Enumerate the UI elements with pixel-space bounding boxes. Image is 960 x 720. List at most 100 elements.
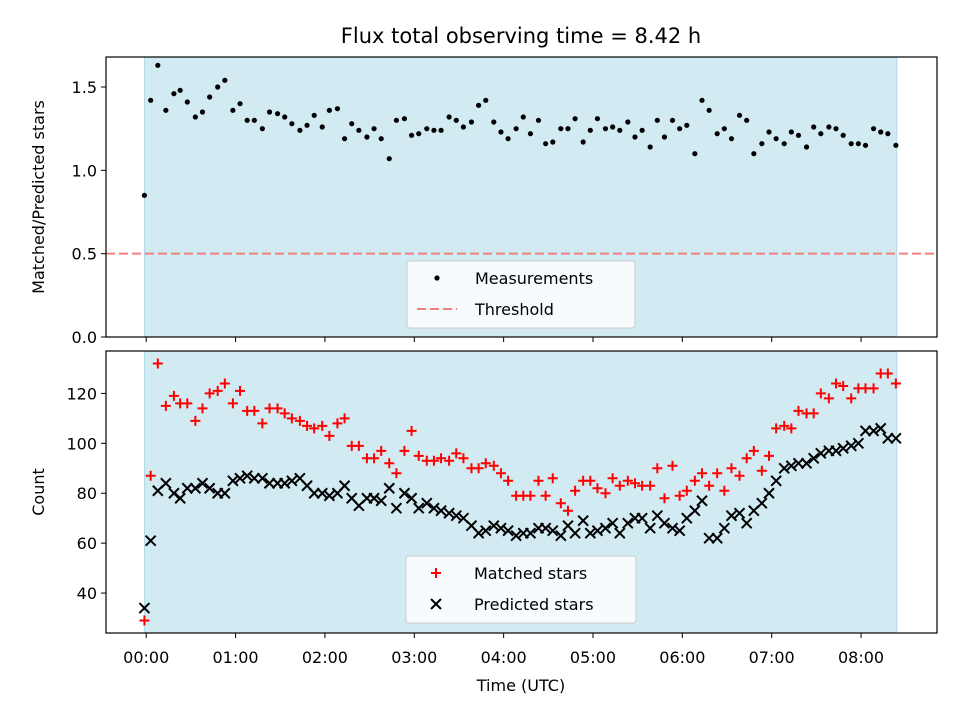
measurement-point xyxy=(759,141,765,147)
legend-label: Threshold xyxy=(474,300,554,319)
measurement-point xyxy=(326,107,332,113)
matched-point xyxy=(190,415,201,426)
matched-point xyxy=(868,383,879,394)
measurement-point xyxy=(677,126,683,132)
measurement-point xyxy=(893,142,899,148)
predicted-point xyxy=(591,524,604,537)
predicted-point xyxy=(785,460,798,472)
matched-point xyxy=(540,490,551,501)
measurement-point xyxy=(550,139,556,145)
measurement-point xyxy=(141,192,148,198)
predicted-point xyxy=(524,527,537,539)
measurement-point xyxy=(855,141,861,147)
predicted-point xyxy=(584,527,597,539)
measurement-point xyxy=(282,114,288,120)
matched-point xyxy=(696,468,707,479)
matched-point xyxy=(846,393,857,404)
measurement-point xyxy=(304,122,310,128)
matched-point xyxy=(406,425,417,436)
measurement-point xyxy=(699,97,705,103)
predicted-point xyxy=(398,487,411,499)
x-tick-label: 01:00 xyxy=(213,648,259,667)
matched-point xyxy=(444,455,455,466)
predicted-point xyxy=(219,487,231,499)
predicted-point xyxy=(488,519,500,532)
predicted-point xyxy=(569,527,581,539)
measurement-point xyxy=(543,141,549,147)
measurement-point xyxy=(266,109,273,115)
series-measurements xyxy=(141,62,899,198)
measurement-point xyxy=(795,132,802,138)
predicted-point xyxy=(375,495,387,507)
measurement-point xyxy=(177,87,183,93)
predicted-point xyxy=(830,445,842,457)
y-axis-label: Matched/Predicted stars xyxy=(29,100,48,294)
matched-point xyxy=(764,450,775,461)
measurement-point xyxy=(617,127,623,133)
measurement-point xyxy=(215,84,221,90)
axes-frame xyxy=(105,56,938,338)
matched-point xyxy=(600,488,611,499)
predicted-point xyxy=(450,510,462,522)
matched-point xyxy=(882,368,893,379)
measurement-point xyxy=(513,126,519,132)
measurement-point xyxy=(438,127,444,133)
matched-point xyxy=(168,390,179,401)
matched-point xyxy=(413,450,424,461)
matched-point xyxy=(555,498,566,509)
x-tick-label: 07:00 xyxy=(749,648,795,667)
predicted-point xyxy=(636,512,648,524)
x-tick-label: 00:00 xyxy=(123,648,169,667)
matched-point xyxy=(197,403,208,414)
predicted-point xyxy=(770,475,782,487)
measurement-point xyxy=(416,131,422,137)
predicted-point xyxy=(174,492,186,504)
measurement-point xyxy=(431,127,437,133)
measurement-point xyxy=(460,124,467,130)
predicted-point xyxy=(606,517,619,529)
matched-point xyxy=(704,480,715,491)
measurement-point xyxy=(669,117,676,123)
matched-point xyxy=(652,463,663,474)
predicted-point xyxy=(256,472,269,484)
measurement-point xyxy=(251,117,257,123)
legend-measurement-swatch xyxy=(434,275,440,281)
series-predicted-stars xyxy=(138,422,902,614)
matched-point xyxy=(793,405,804,416)
measurement-point xyxy=(289,121,295,127)
predicted-point xyxy=(614,527,626,539)
matched-point xyxy=(399,445,410,456)
predicted-point xyxy=(658,517,671,529)
matched-point xyxy=(503,475,514,486)
predicted-point xyxy=(815,447,827,460)
y-tick-label: 1.5 xyxy=(72,78,97,97)
predicted-point xyxy=(421,497,433,509)
measurement-point xyxy=(654,117,660,123)
matched-point xyxy=(629,478,640,489)
predicted-point xyxy=(673,524,686,537)
measurement-point xyxy=(565,126,571,132)
measurement-point xyxy=(744,117,750,123)
x-tick-label: 02:00 xyxy=(302,648,348,667)
matched-point xyxy=(302,420,313,431)
measurement-point xyxy=(803,144,810,150)
matched-point xyxy=(890,378,901,389)
y-tick-label: 80 xyxy=(77,484,97,503)
matched-point xyxy=(309,423,320,434)
measurement-point xyxy=(684,122,690,128)
y-tick-label: 120 xyxy=(66,384,97,403)
predicted-point xyxy=(368,492,380,504)
matched-point xyxy=(353,440,364,451)
measurement-point xyxy=(602,126,609,132)
measurement-point xyxy=(572,116,578,122)
matched-point xyxy=(369,453,380,464)
measurement-point xyxy=(721,126,727,132)
matched-point xyxy=(525,490,536,501)
matched-point xyxy=(741,453,752,464)
predicted-point xyxy=(725,510,738,522)
measurement-point xyxy=(826,124,832,130)
matched-point xyxy=(204,388,215,399)
matched-point xyxy=(257,418,268,429)
y-tick-label: 100 xyxy=(66,434,97,453)
predicted-point xyxy=(189,482,202,494)
